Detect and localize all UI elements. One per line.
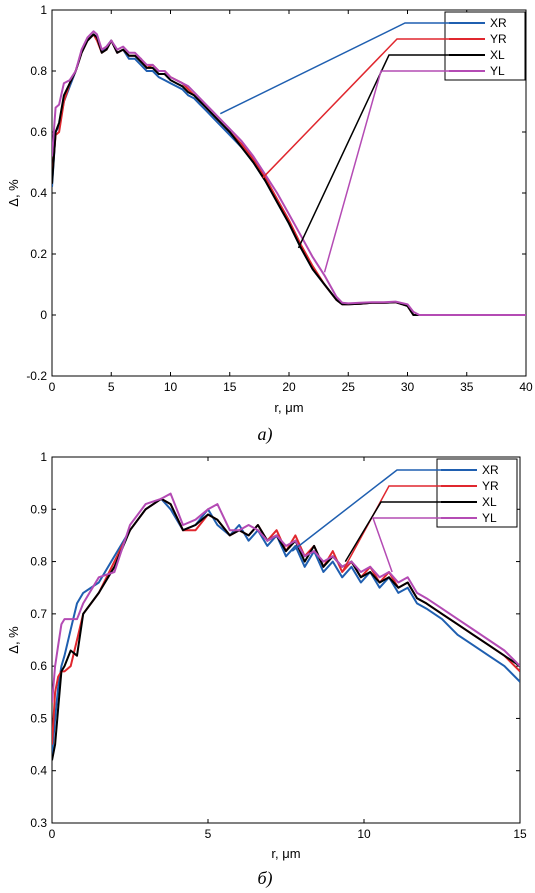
y-tick-label: 0.3 — [30, 816, 47, 830]
series-group — [52, 492, 520, 761]
x-axis-label: r, μm — [274, 400, 303, 415]
y-tick-label: 0.5 — [30, 711, 47, 725]
chart-panel-1: 0 5 10 15 20 25 30 35 40-0.200.20.40.60.81r, μmΔ… — [6, 3, 533, 445]
x-tick-label: 10 — [357, 827, 371, 841]
legend-label-yl: YL — [482, 511, 497, 525]
x-tick-label: 10 — [164, 380, 178, 394]
y-tick-label: 0.9 — [30, 502, 47, 516]
legend-pointer-xr — [219, 22, 449, 115]
legend-label-xl: XL — [490, 48, 505, 62]
legend-pointer-yr — [262, 38, 449, 179]
legend-pointer-xl — [297, 54, 449, 249]
panel-caption: б) — [257, 868, 272, 889]
y-tick-label: 0.6 — [30, 125, 47, 139]
y-tick-label: 0.8 — [30, 64, 47, 78]
legend-label-xl: XL — [482, 495, 497, 509]
y-tick-label: 0.8 — [30, 555, 47, 569]
x-tick-label: 15 — [513, 827, 527, 841]
x-tick-label: 40 — [519, 380, 533, 394]
y-tick-label: 0 — [40, 308, 47, 322]
y-tick-label: 0.4 — [30, 186, 47, 200]
legend-pointer-yl — [323, 70, 449, 273]
x-tick-label: 5 — [108, 380, 115, 394]
series-line-xr — [52, 497, 520, 756]
x-tick-label: 0 — [49, 380, 56, 394]
y-tick-label: 1 — [40, 450, 47, 464]
y-tick-label: 0.7 — [30, 607, 47, 621]
x-tick-label: 0 — [49, 827, 56, 841]
legend-label-yl: YL — [490, 64, 505, 78]
legend: XR YR XL YL — [219, 11, 526, 273]
legend: XR YR XL YL — [291, 458, 518, 573]
series-line-yl — [52, 492, 520, 703]
legend-pointer-yr — [341, 485, 441, 573]
legend-pointer-xr — [291, 469, 441, 552]
series-group — [52, 30, 526, 316]
legend-pointer-xl — [344, 501, 441, 562]
series-line-yl — [52, 30, 526, 316]
x-tick-label: 30 — [401, 380, 415, 394]
x-tick-label: 35 — [460, 380, 474, 394]
legend-label-xr: XR — [490, 16, 507, 30]
chart-panel-2: 0 5 10 15 0.3 0.4 0.5 0.6 0.7 0.8 0.9 1 r, μm Δ, % XR Y… — [6, 450, 527, 889]
y-tick-label: 1 — [40, 3, 47, 17]
x-axis-label: r, μm — [271, 846, 300, 861]
y-tick-label: 0.6 — [30, 659, 47, 673]
legend-pointer-yl — [371, 517, 441, 573]
y-axis-label: Δ, % — [6, 179, 21, 207]
x-tick-label: 20 — [282, 380, 296, 394]
x-tick-label: 15 — [223, 380, 237, 394]
legend-label-yr: YR — [490, 32, 507, 46]
legend-label-xr: XR — [482, 463, 499, 477]
legend-label-yr: YR — [482, 479, 499, 493]
y-axis-label: Δ, % — [6, 626, 21, 654]
panel-caption: a) — [258, 424, 273, 445]
y-tick-label: 0.2 — [30, 247, 47, 261]
x-tick-label: 5 — [205, 827, 212, 841]
y-tick-label: -0.2 — [26, 369, 47, 383]
y-tick-label: 0.4 — [30, 764, 47, 778]
x-tick-label: 25 — [342, 380, 356, 394]
